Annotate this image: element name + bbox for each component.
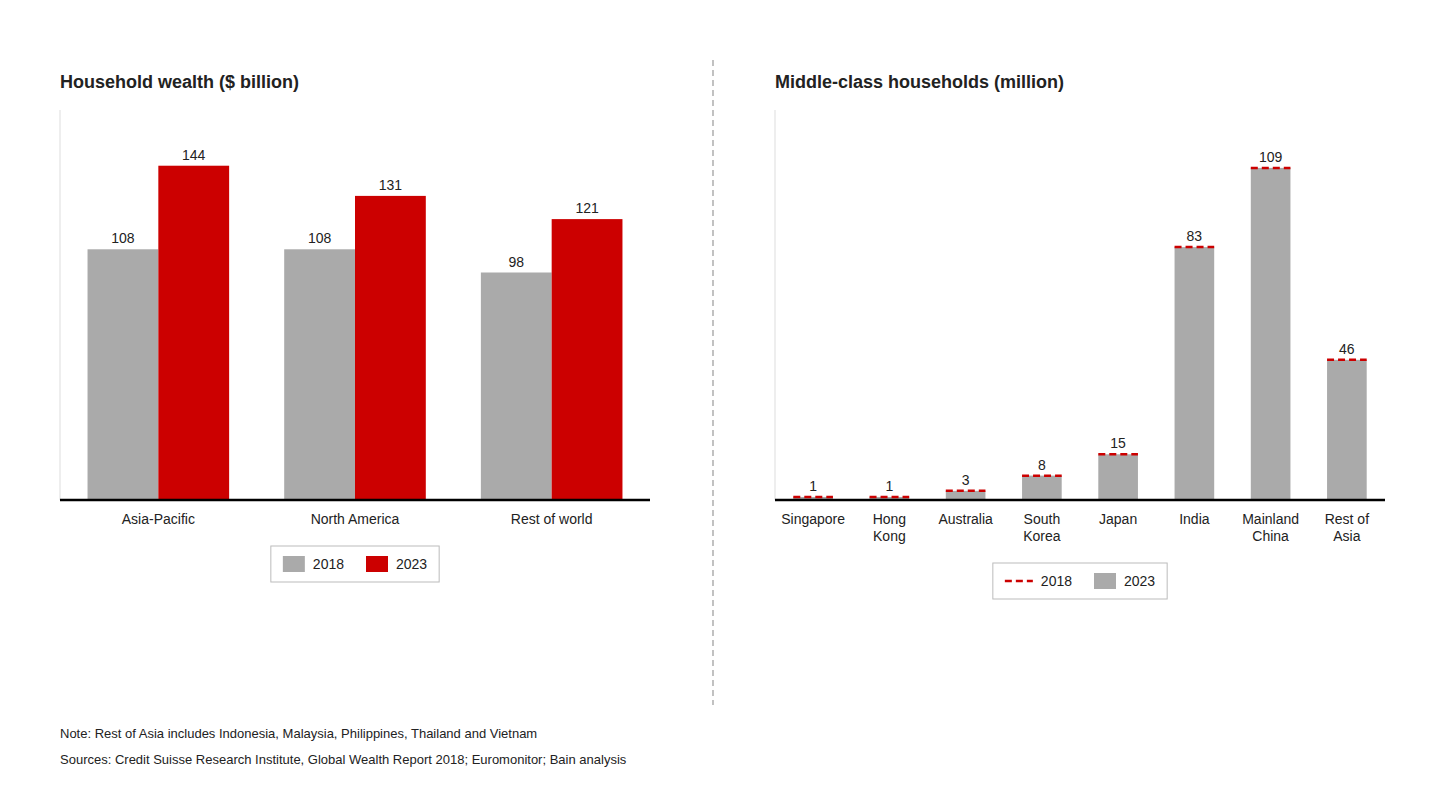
x-tick-label: Japan (1099, 511, 1137, 527)
x-tick-label-line: North America (311, 511, 400, 527)
y-axis-line (775, 110, 776, 500)
dash-marker (1175, 246, 1215, 249)
figure: Household wealth ($ billion)108108981441… (0, 0, 1440, 810)
legend-item: 2018 (283, 556, 344, 572)
bar (1251, 168, 1291, 500)
x-tick-label: Rest of world (511, 511, 593, 527)
x-tick-label-line: Asia-Pacific (122, 511, 195, 527)
legend-label: 2018 (313, 556, 344, 572)
legend-swatch (366, 556, 388, 572)
bar (481, 273, 552, 501)
bar (284, 249, 355, 500)
x-tick-label: Singapore (781, 511, 845, 527)
legend-label: 2023 (396, 556, 427, 572)
bar (1327, 360, 1367, 500)
bar (158, 166, 229, 500)
footnote-part: Sources: Credit Suisse Research Institut… (60, 752, 308, 767)
data-label: 8 (1038, 457, 1046, 473)
bar (1022, 476, 1062, 500)
x-tick-label-line: Rest of (1325, 511, 1369, 527)
data-label: 131 (379, 177, 403, 193)
x-tick-label: North America (311, 511, 400, 527)
dash-marker (946, 490, 986, 493)
footnote-part: Note: Rest of Asia includes Indonesia, M… (60, 726, 537, 741)
data-label: 3 (962, 472, 970, 488)
legend-item: 2023 (1094, 573, 1155, 589)
marks (793, 168, 1366, 500)
legend-item: 2023 (366, 556, 427, 572)
chart-title: Middle-class households (million) (775, 72, 1064, 92)
bar (946, 491, 986, 500)
data-label: 1 (809, 478, 817, 494)
marks (88, 166, 623, 500)
footnote: Sources: Credit Suisse Research Institut… (60, 752, 627, 767)
x-tick-label-line: South (1024, 511, 1061, 527)
data-label: 83 (1187, 228, 1203, 244)
bar (552, 219, 623, 500)
legend: 2018 2023 (993, 563, 1167, 599)
x-tick-label-line: Korea (1023, 528, 1061, 544)
x-tick-label-line: Kong (873, 528, 906, 544)
dash-marker (870, 496, 910, 499)
dash-marker (793, 496, 833, 499)
dash-marker (1327, 359, 1367, 362)
footnote-part: Global Wealth Report 2018 (308, 752, 465, 767)
data-label: 144 (182, 147, 206, 163)
chart-1: Middle-class households (million) 1 1 3 8 15 8… (775, 72, 1385, 599)
data-label: 108 (111, 230, 135, 246)
x-axis-line (775, 499, 1385, 502)
dash-marker (1098, 453, 1138, 456)
x-tick-label-line: Asia (1333, 528, 1360, 544)
data-label: 1 (885, 478, 893, 494)
data-label: 121 (575, 200, 599, 216)
data-label: 15 (1110, 435, 1126, 451)
x-tick-label: Asia-Pacific (122, 511, 195, 527)
x-tick-label-line: Hong (873, 511, 906, 527)
legend-swatch (1005, 580, 1033, 583)
data-labels: 1 1 3 8 15 83 109 46 (809, 149, 1355, 494)
bar (1098, 454, 1138, 500)
x-tick-label-line: Australia (938, 511, 993, 527)
bar (88, 249, 159, 500)
bar (1175, 247, 1215, 500)
x-tick-label: SouthKorea (1023, 511, 1061, 544)
x-tick-label: Rest ofAsia (1325, 511, 1369, 544)
x-tick-label-line: China (1252, 528, 1289, 544)
legend-swatch (1094, 573, 1116, 589)
data-label: 98 (508, 254, 524, 270)
data-label: 109 (1259, 149, 1283, 165)
x-tick-label-line: Japan (1099, 511, 1137, 527)
legend-frame (993, 563, 1167, 599)
legend-item: 2018 (1005, 573, 1072, 589)
footnote: Note: Rest of Asia includes Indonesia, M… (60, 726, 537, 741)
data-label: 108 (308, 230, 332, 246)
data-label: 46 (1339, 341, 1355, 357)
y-axis-line (60, 110, 61, 500)
legend-label: 2018 (1041, 573, 1072, 589)
bar (355, 196, 426, 500)
legend-label: 2023 (1124, 573, 1155, 589)
divider (712, 60, 713, 705)
data-labels: 108 108 98 144 131 121 (111, 147, 599, 270)
footnote-part: ; Euromonitor; Bain analysis (464, 752, 626, 767)
x-axis-line (60, 499, 650, 502)
legend: 2018 2023 (271, 546, 439, 582)
legend-swatch (283, 556, 305, 572)
x-tick-label-line: Rest of world (511, 511, 593, 527)
dash-marker (1251, 167, 1291, 170)
x-tick-label-line: Singapore (781, 511, 845, 527)
x-tick-label: India (1179, 511, 1210, 527)
legend-frame (271, 546, 439, 582)
dash-marker (1022, 474, 1062, 477)
chart-0: Household wealth ($ billion)108108981441… (60, 72, 650, 582)
x-tick-label: MainlandChina (1242, 511, 1299, 544)
x-tick-label-line: India (1179, 511, 1210, 527)
x-tick-label: HongKong (873, 511, 906, 544)
chart-title: Household wealth ($ billion) (60, 72, 299, 92)
x-tick-label-line: Mainland (1242, 511, 1299, 527)
x-tick-label: Australia (938, 511, 993, 527)
